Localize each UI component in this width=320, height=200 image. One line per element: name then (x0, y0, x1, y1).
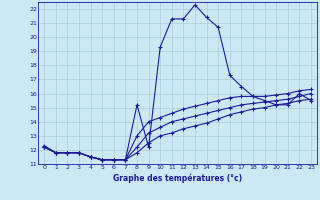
X-axis label: Graphe des températures (°c): Graphe des températures (°c) (113, 173, 242, 183)
